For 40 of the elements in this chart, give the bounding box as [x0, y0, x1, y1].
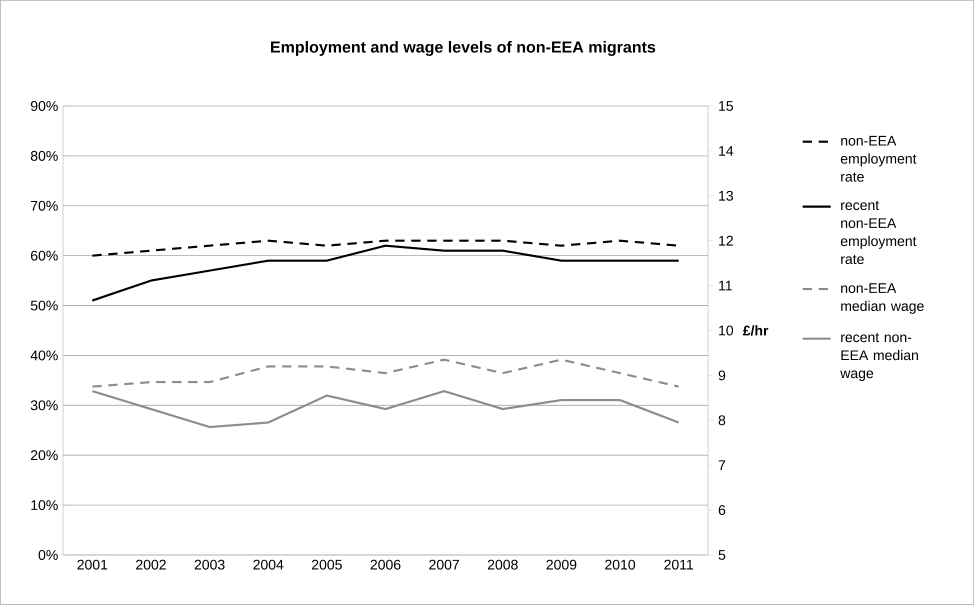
y2-tick-label: 10 [719, 326, 734, 336]
y-tick-label: 0% [38, 550, 58, 560]
legend-label: non-EEA median wage [841, 283, 924, 314]
y-tick-label: 40% [30, 350, 58, 360]
y2-tick-label: 7 [718, 460, 726, 470]
y2-axis-title: £/hr [742, 325, 768, 336]
legend-label: non-EEA employment rate [840, 136, 916, 182]
line-series [91, 358, 680, 388]
x-tick-label: 2003 [194, 560, 225, 570]
y-tick-label: 70% [30, 200, 58, 211]
x-tick-label: 2011 [664, 560, 694, 570]
x-tick-label: 2010 [605, 560, 636, 570]
y2-tick-label: 5 [718, 550, 726, 560]
x-tick-label: 2008 [488, 560, 518, 570]
x-tick-label: 2006 [370, 560, 400, 570]
legend-label: recent non-EEA employment rate [840, 200, 916, 264]
x-tick-label: 2009 [546, 560, 576, 570]
y2-tick-label: 15 [719, 101, 734, 111]
y-tick-label: 80% [30, 150, 58, 161]
y2-tick-label: 6 [718, 505, 726, 516]
line-series [91, 390, 680, 428]
y2-tick-label: 12 [719, 236, 733, 246]
x-tick-label: 2005 [312, 560, 342, 570]
x-tick-label: 2004 [253, 560, 284, 570]
y-tick-label: 50% [30, 300, 58, 311]
y-tick-label: 30% [30, 400, 58, 410]
y-tick-label: 20% [30, 450, 58, 460]
y-tick-label: 10% [31, 500, 58, 510]
x-tick-label: 2002 [136, 560, 166, 570]
y-tick-label: 90% [30, 101, 58, 111]
y2-tick-label: 14 [719, 146, 734, 156]
y2-tick-label: 8 [718, 415, 726, 426]
legend-label: recent non-EEA median wage [840, 333, 918, 381]
chart-title: Employment and wage levels of non-EEA migrants [271, 40, 656, 56]
y2-tick-label: 13 [719, 190, 734, 201]
y2-tick-label: 9 [718, 370, 726, 380]
y2-tick-label: 11 [719, 280, 732, 290]
y-tick-label: 60% [30, 250, 58, 261]
x-tick-label: 2001 [77, 560, 108, 570]
x-tick-label: 2007 [429, 560, 459, 570]
